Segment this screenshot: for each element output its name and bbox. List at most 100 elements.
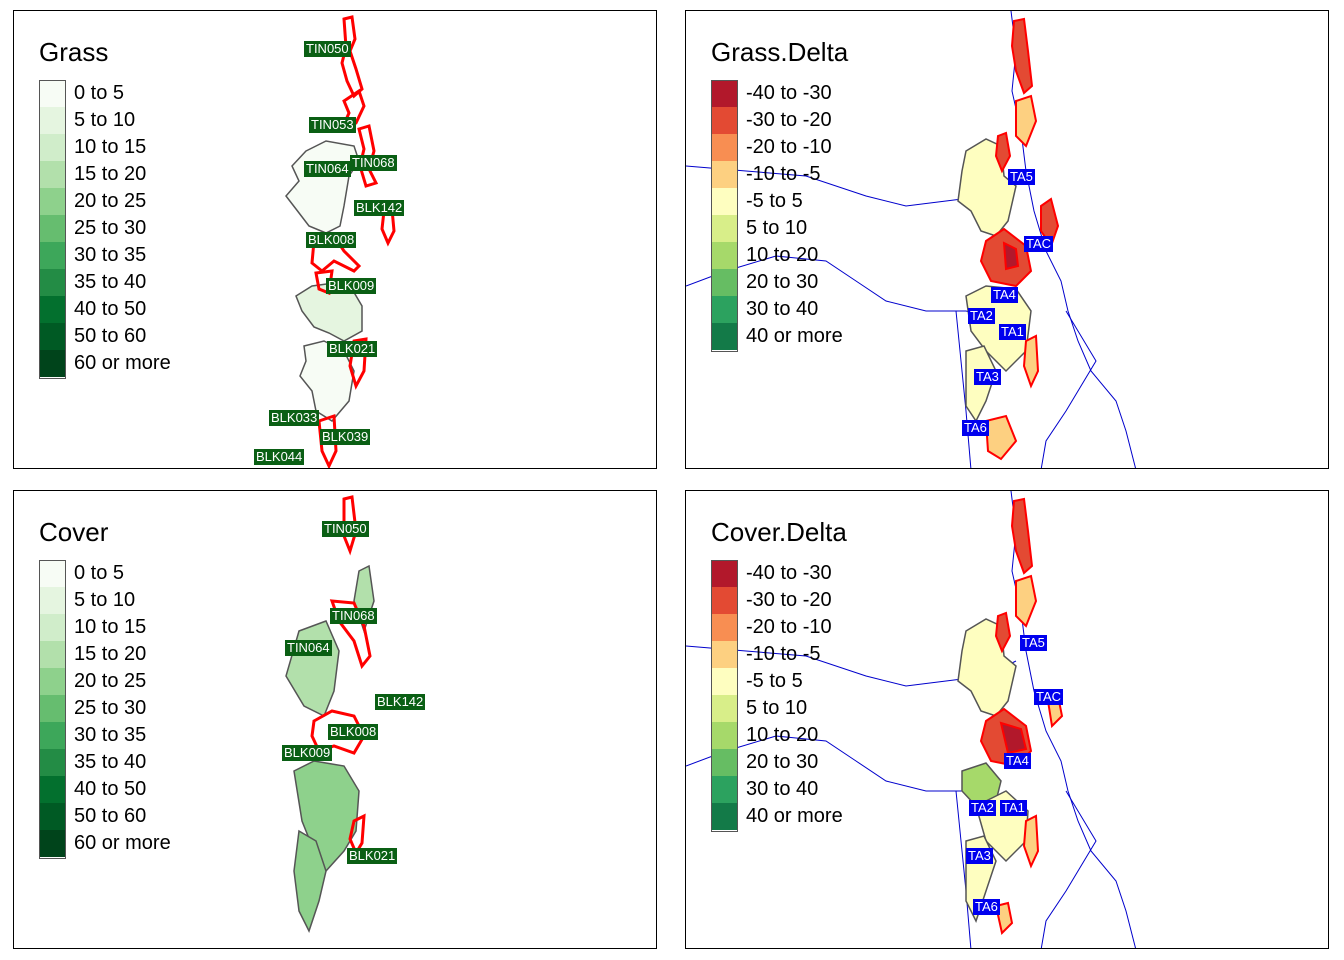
- legend-label: 40 or more: [746, 805, 843, 827]
- legend-row: 30 to 40: [711, 776, 847, 803]
- legend-swatch: [40, 560, 65, 587]
- boundary-line: [1040, 310, 1097, 468]
- legend-row: -40 to -30: [711, 80, 848, 107]
- grass-delta-map-panel: Grass.Delta -40 to -30 -30 to -20 -20 to -…: [685, 10, 1329, 469]
- legend-row: 40 to 50: [39, 296, 146, 323]
- legend-row: 40 to 50: [39, 776, 146, 803]
- legend-swatch: [40, 242, 65, 269]
- cover-polygon-south: [293, 829, 327, 933]
- cover-transect-tin068: [329, 599, 372, 670]
- grass-delta-label-ta5: TA5: [1008, 169, 1035, 185]
- legend-label: -5 to 5: [746, 670, 803, 692]
- legend-label: 5 to 10: [746, 697, 808, 719]
- grass-label-tin068: TIN068: [350, 155, 397, 171]
- legend-swatch: [712, 107, 737, 134]
- legend-swatch: [40, 134, 65, 161]
- legend-label: 20 to 25: [74, 190, 147, 212]
- cover-label-tin068: TIN068: [330, 608, 377, 624]
- cover-legend-title: Cover: [39, 517, 109, 547]
- legend-row: 20 to 25: [39, 668, 146, 695]
- legend-swatch: [40, 161, 65, 188]
- legend-label: 30 to 40: [746, 778, 819, 800]
- legend-swatch: [712, 296, 737, 323]
- legend-label: 0 to 5: [74, 82, 125, 104]
- legend-row: 5 to 10: [39, 107, 135, 134]
- grass-delta-legend-items: -40 to -30 -30 to -20 -20 to -10 -10 to -5 -…: [711, 80, 848, 350]
- legend-swatch: [712, 323, 737, 350]
- legend-swatch: [712, 614, 737, 641]
- legend-label: 5 to 10: [74, 589, 136, 611]
- legend-label: 25 to 30: [74, 697, 147, 719]
- cover-map-panel: Cover 0 to 5 5 to 10 10 to 15 15 to 20 20 to…: [13, 490, 657, 949]
- grass-transect-tin053: [339, 88, 366, 132]
- grass-delta-label-ta6: TA6: [962, 420, 989, 436]
- legend-label: 30 to 35: [74, 724, 147, 746]
- legend-row: -40 to -30: [711, 560, 847, 587]
- grass-transect-blk039: [317, 413, 338, 468]
- legend-swatch: [40, 215, 65, 242]
- legend-swatch: [40, 722, 65, 749]
- cover-delta-label-ta2: TA2: [969, 800, 996, 816]
- legend-label: -30 to -20: [746, 589, 832, 611]
- legend-label: 40 to 50: [74, 778, 147, 800]
- cover-delta-label-ta3: TA3: [966, 848, 993, 864]
- legend-swatch: [712, 776, 737, 803]
- grass-transect-tin050: [340, 15, 364, 99]
- legend-label: 40 or more: [746, 325, 843, 347]
- legend-row: -30 to -20: [711, 587, 847, 614]
- legend-row: 20 to 30: [711, 269, 848, 296]
- grass-label-tin050: TIN050: [304, 41, 351, 57]
- grass-delta-label-tac: TAC: [1024, 236, 1054, 252]
- grass-label-tin053: TIN053: [309, 117, 356, 133]
- legend-row: 50 to 60: [39, 323, 146, 350]
- legend-swatch: [712, 242, 737, 269]
- grass-label-blk008: BLK008: [306, 232, 357, 248]
- cover-legend-items: 0 to 5 5 to 10 10 to 15 15 to 20 20 to 25 25 …: [39, 560, 171, 857]
- river-main: [1010, 491, 1137, 948]
- legend-swatch: [712, 215, 737, 242]
- legend-label: 50 to 60: [74, 325, 147, 347]
- ta6-zone: [984, 414, 1018, 461]
- grass-delta-label-ta2: TA2: [968, 308, 995, 324]
- legend-row: 15 to 20: [39, 161, 146, 188]
- legend-row: -30 to -20: [711, 107, 848, 134]
- legend-label: -10 to -5: [746, 163, 821, 185]
- cover-delta-label-tac: TAC: [1034, 689, 1064, 705]
- legend-label: 20 to 25: [74, 670, 147, 692]
- legend-swatch: [712, 749, 737, 776]
- cover-polygon-north: [285, 620, 340, 718]
- legend-label: -10 to -5: [746, 643, 821, 665]
- legend-label: 15 to 20: [74, 163, 147, 185]
- legend-row: 10 to 15: [39, 614, 146, 641]
- legend-label: 35 to 40: [74, 271, 147, 293]
- ta-north-strip-2: [1015, 94, 1038, 148]
- cover-label-blk009: BLK009: [282, 745, 333, 761]
- legend-row: -5 to 5: [711, 188, 848, 215]
- legend-swatch: [40, 587, 65, 614]
- legend-row: 40 or more: [711, 803, 847, 830]
- legend-label: 30 to 35: [74, 244, 147, 266]
- grass-label-blk142: BLK142: [354, 200, 405, 216]
- cover-label-tin064: TIN064: [285, 640, 332, 656]
- legend-row: 25 to 30: [39, 215, 146, 242]
- grass-delta-legend-title: Grass.Delta: [711, 37, 849, 67]
- tac-zone: [1040, 197, 1060, 249]
- legend-row: 10 to 20: [711, 722, 847, 749]
- legend-row: 10 to 15: [39, 134, 146, 161]
- legend-row: 35 to 40: [39, 269, 146, 296]
- legend-swatch: [40, 107, 65, 134]
- grass-polygon-north: [285, 140, 360, 234]
- legend-row: 15 to 20: [39, 641, 146, 668]
- legend-label: 35 to 40: [74, 751, 147, 773]
- legend-row: 30 to 35: [39, 242, 146, 269]
- legend-swatch: [712, 641, 737, 668]
- legend-swatch: [40, 803, 65, 830]
- legend-swatch: [712, 161, 737, 188]
- grass-delta-transects: [979, 17, 1060, 461]
- cover-map: [285, 495, 375, 933]
- legend-label: 60 or more: [74, 832, 171, 854]
- ta1-zone: [1022, 334, 1040, 389]
- legend-swatch: [712, 695, 737, 722]
- cover-delta-legend-items: -40 to -30 -30 to -20 -20 to -10 -10 to -5 -…: [711, 560, 847, 830]
- legend-label: 10 to 20: [746, 724, 819, 746]
